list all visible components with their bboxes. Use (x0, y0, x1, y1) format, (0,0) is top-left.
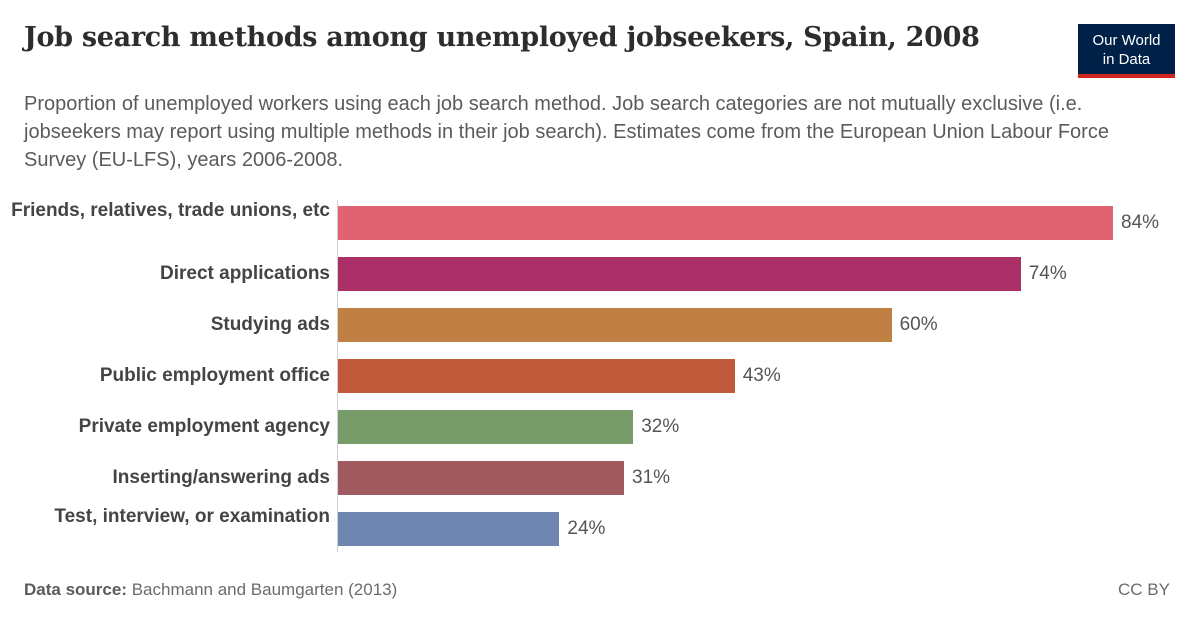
bar-row: Public employment office 43% (0, 359, 1200, 393)
bar-row: Direct applications 74% (0, 257, 1200, 291)
bar-row: Private employment agency 32% (0, 410, 1200, 444)
category-label: Studying ads (210, 314, 330, 335)
bar-row: Studying ads 60% (0, 308, 1200, 342)
value-label: 24% (567, 518, 606, 539)
bar[interactable] (338, 410, 634, 444)
chart-subtitle: Proportion of unemployed workers using e… (24, 93, 1109, 171)
bar[interactable] (338, 206, 1113, 240)
bar-row: Friends, relatives, trade unions, etc 84% (0, 200, 1200, 240)
bar[interactable] (338, 359, 735, 393)
value-label: 74% (1028, 263, 1067, 284)
bar[interactable] (338, 308, 892, 342)
y-axis-line (337, 200, 338, 552)
owid-logo[interactable]: Our World in Data (1078, 24, 1175, 78)
category-label: Test, interview, or examination (54, 506, 330, 527)
category-label: Public employment office (99, 365, 330, 386)
category-label: Direct applications (160, 263, 330, 284)
bar-row: Test, interview, or examination 24% (0, 506, 1200, 546)
value-label: 32% (641, 416, 680, 437)
bar[interactable] (338, 512, 560, 546)
data-source-label: Data source: (24, 580, 127, 599)
chart-title: Job search methods among unemployed jobs… (24, 22, 980, 53)
logo-line-1: Our World (1092, 32, 1161, 49)
value-label: 60% (899, 314, 938, 335)
bar-row: Inserting/answering ads 31% (0, 461, 1200, 495)
data-source-text[interactable]: Bachmann and Baumgarten (2013) (131, 580, 398, 599)
bar[interactable] (338, 257, 1021, 291)
value-label: 84% (1121, 212, 1160, 233)
bar[interactable] (338, 461, 624, 495)
category-label: Private employment agency (78, 416, 330, 437)
category-label: Friends, relatives, trade unions, etc (11, 200, 330, 221)
logo-line-2: in Data (1102, 51, 1151, 68)
category-label: Inserting/answering ads (112, 467, 331, 488)
data-source: Data source: Bachmann and Baumgarten (20… (24, 580, 397, 600)
license[interactable]: CC BY (1118, 580, 1170, 599)
value-label: 43% (742, 365, 781, 386)
value-label: 31% (632, 467, 671, 488)
